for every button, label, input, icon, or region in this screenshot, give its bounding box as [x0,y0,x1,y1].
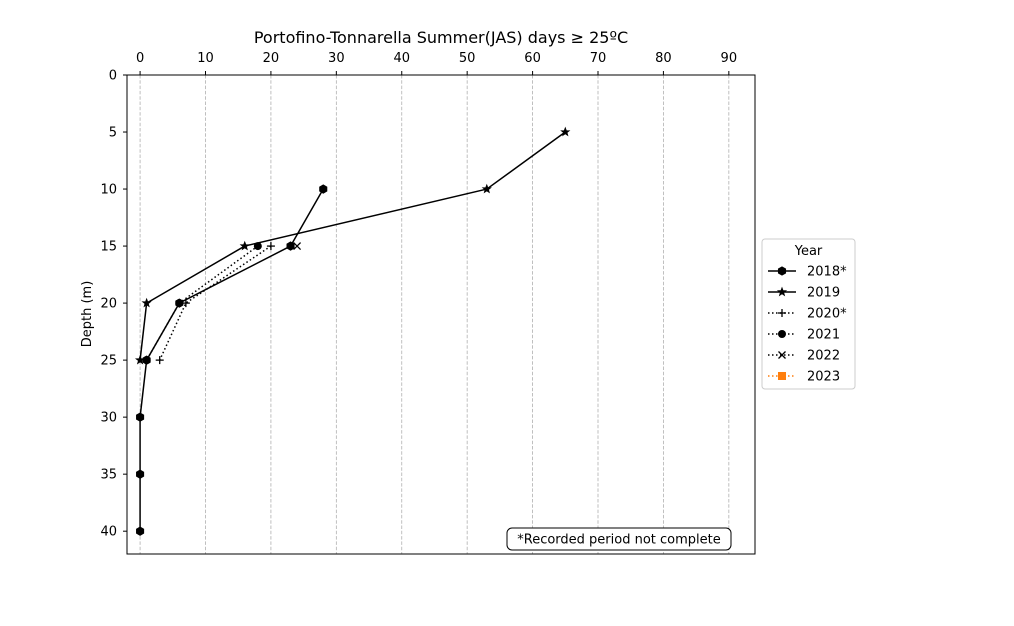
series-2018 [136,184,328,536]
data-point-b [293,242,302,251]
data-point [266,242,275,251]
y-axis-label: Depth (m) [80,281,95,348]
legend-label: 2020* [807,307,847,322]
annotation-text: *Recorded period not complete [517,533,721,548]
legend-swatch-marker [778,372,786,380]
series-2022 [293,242,302,251]
axes: 0 10 20 30 40 50 60 70 80 90 0 5 10 15 20 25 30 35 40 [100,51,756,555]
chart-title: Portofino-Tonnarella Summer(JAS) days ≥ … [254,28,628,47]
x-tick-label: 10 [197,51,214,66]
legend-item: 2021 [768,328,840,343]
data-point [155,356,164,365]
data-point [141,297,152,308]
data-point [286,241,295,251]
x-tick-label: 90 [721,51,738,66]
y-tick-label: 40 [100,525,117,540]
legend-item: 2022 [768,349,840,364]
x-tick-label: 30 [328,51,345,66]
data-point [293,242,302,251]
y-tick-label: 5 [109,126,117,141]
legend-label: 2021 [807,328,840,343]
data-point [136,412,145,422]
x-tick-label: 80 [655,51,672,66]
y-tick-label: 20 [100,297,117,312]
y-tick-label: 10 [100,183,117,198]
data-point [481,183,492,194]
legend-item: 2019 [768,286,840,301]
legend-label: 2019 [807,286,840,301]
data-point [136,526,145,536]
x-tick-label: 60 [524,51,541,66]
x-tick-label: 70 [590,51,607,66]
series-layer [134,126,571,536]
data-point [253,242,262,251]
legend: Year 2018* 2019 2020* 2021 2022 2023 [761,238,856,390]
data-point [175,299,184,308]
data-point [136,469,145,479]
x-tick-label: 40 [393,51,410,66]
grid-lines [139,75,730,554]
x-tick-label: 0 [136,51,144,66]
legend-swatch-marker-b [778,351,786,359]
legend-swatch-marker [778,309,786,317]
series-2019 [134,126,571,365]
data-point [142,356,151,365]
y-tick-label: 15 [100,240,117,255]
data-point [560,126,571,137]
x-tick-label: 20 [263,51,280,66]
y-tick-label: 0 [109,69,117,84]
legend-swatch-marker [777,266,787,276]
annotation: *Recorded period not complete [506,527,732,551]
legend-label: 2022 [807,349,840,364]
legend-title: Year [794,244,823,259]
series-2020 [155,242,275,365]
data-point [319,184,328,194]
legend-item: 2020* [768,307,847,322]
x-tick-label: 50 [459,51,476,66]
legend-swatch-marker [776,286,788,297]
legend-entries: 2018* 2019 2020* 2021 2022 2023 [768,265,847,385]
y-tick-label: 30 [100,411,117,426]
legend-swatch-marker [778,351,786,359]
annotation-box [506,527,732,551]
series-line [139,131,566,361]
y-tick-label: 35 [100,468,117,483]
legend-label: 2018* [807,265,847,280]
data-point [239,240,250,251]
plot-frame [126,74,756,555]
legend-item: 2023 [768,370,840,385]
legend-swatch-marker [778,330,786,338]
series-line [159,245,272,361]
legend-label: 2023 [807,370,840,385]
legend-item: 2018* [768,265,847,280]
y-tick-label: 25 [100,354,117,369]
series-line [139,188,324,532]
series-line [145,245,259,361]
series-2021 [142,242,262,365]
